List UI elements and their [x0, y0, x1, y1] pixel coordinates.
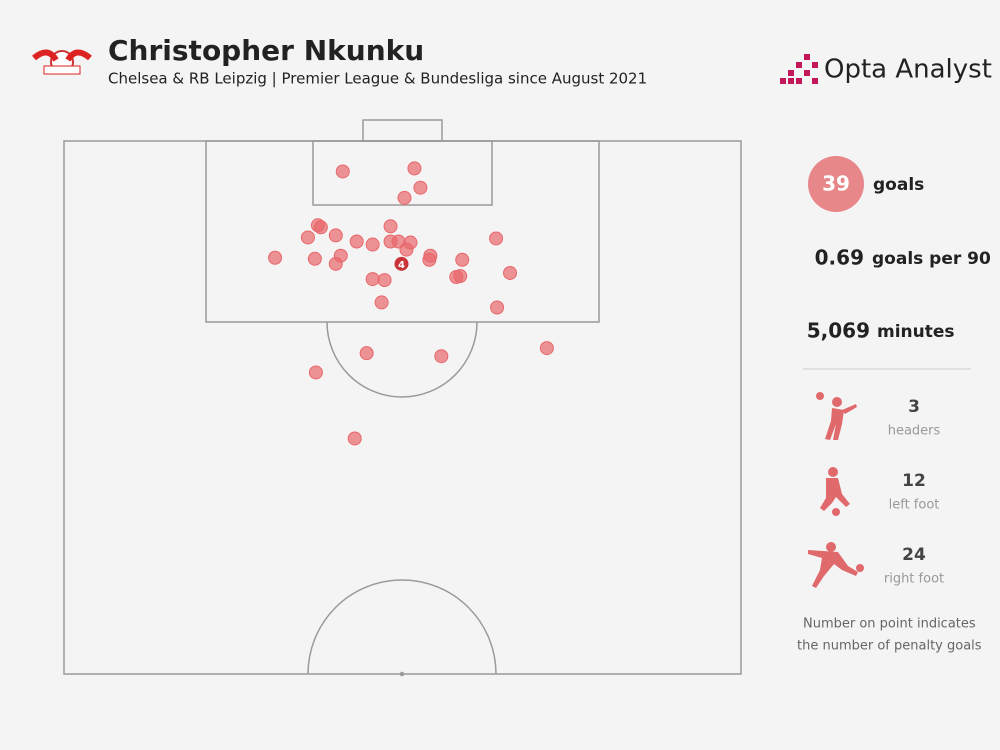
note-line: the number of penalty goals	[797, 639, 982, 654]
shot-point	[422, 252, 437, 267]
shot-point	[349, 234, 364, 249]
shot-point	[407, 161, 422, 176]
per90-label: goals per 90	[872, 249, 991, 269]
shot-point	[455, 252, 470, 267]
breakdown-count: 24	[902, 545, 926, 565]
shot-point	[313, 220, 328, 235]
shot-point	[365, 237, 380, 252]
minutes-label: minutes	[877, 322, 955, 342]
shot-point	[374, 295, 389, 310]
shot-point	[434, 349, 449, 364]
shot-point	[413, 180, 428, 195]
penalty-count: 4	[398, 260, 405, 271]
goals-badge	[808, 156, 864, 212]
header-icon	[816, 392, 857, 440]
note-line: Number on point indicates	[803, 617, 976, 632]
shot-point	[539, 341, 554, 356]
shot-point	[365, 272, 380, 287]
shot-point	[399, 242, 414, 257]
breakdown-label: headers	[888, 424, 941, 439]
left-foot-icon	[820, 467, 850, 516]
shot-point	[328, 228, 343, 243]
title: Christopher Nkunku	[108, 34, 424, 67]
penalty-point	[394, 256, 409, 271]
shot-point	[300, 230, 315, 245]
goals-label: goals	[873, 175, 924, 195]
breakdown-count: 12	[902, 471, 926, 491]
shot-point	[453, 269, 468, 284]
shot-point	[308, 365, 323, 380]
shot-point	[490, 300, 505, 315]
shot-point	[359, 346, 374, 361]
shot-point	[377, 273, 392, 288]
shot-point	[383, 219, 398, 234]
club-logo	[32, 49, 92, 75]
breakdown-count: 3	[908, 397, 920, 417]
shot-point	[335, 164, 350, 179]
shot-point	[307, 251, 322, 266]
shot-point	[268, 250, 283, 265]
brand-logo	[780, 54, 818, 84]
per90-value: 0.69	[815, 246, 864, 270]
shot-point	[347, 431, 362, 446]
minutes-value: 5,069	[807, 319, 870, 343]
shot-point	[397, 190, 412, 205]
right-foot-icon	[808, 542, 864, 588]
brand-name: Opta Analyst	[824, 55, 992, 85]
subtitle: Chelsea & RB Leipzig | Premier League & …	[108, 70, 647, 88]
pitch	[63, 119, 742, 677]
shot-point	[489, 231, 504, 246]
breakdown-label: left foot	[889, 498, 940, 513]
goals-value: 39	[822, 172, 850, 196]
shot-point	[503, 265, 518, 280]
breakdown-label: right foot	[884, 572, 944, 587]
shot-point	[328, 256, 343, 271]
